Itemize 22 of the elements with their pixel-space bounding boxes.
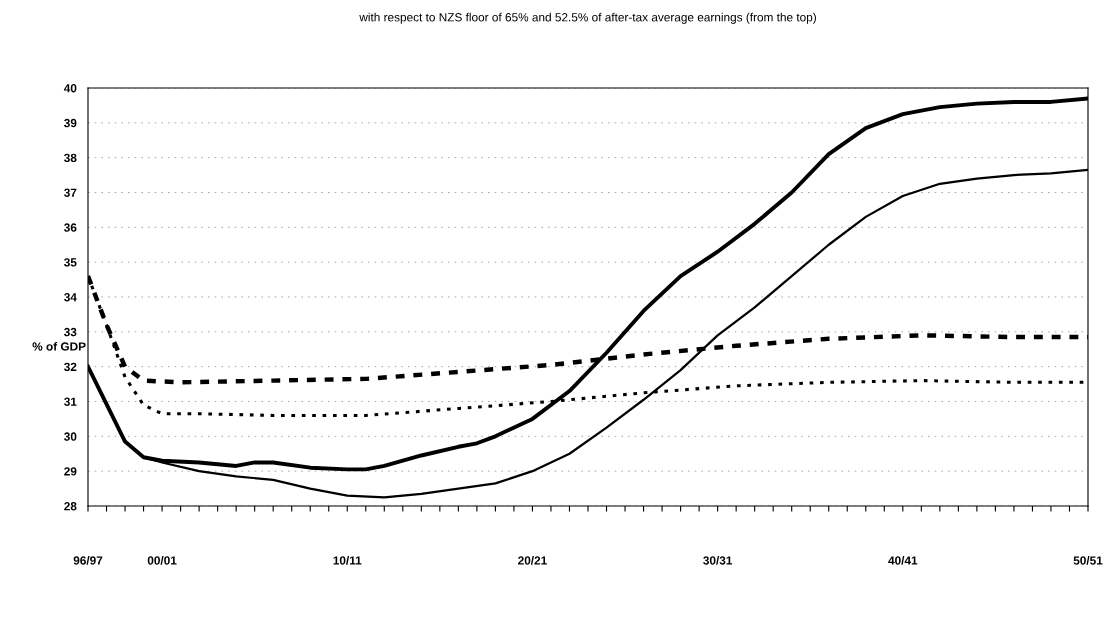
x-tick-label: 20/21 (518, 556, 547, 565)
x-tick-label: 30/31 (703, 556, 733, 565)
y-tick-label: 30 (64, 432, 77, 441)
x-tick-label: 10/11 (333, 556, 362, 565)
x-tick-label: 96/97 (73, 556, 103, 565)
y-tick-label: 33 (64, 327, 77, 337)
y-tick-label: 40 (63, 84, 77, 93)
y-tick-label: 29 (64, 467, 77, 476)
y-axis-title: % of GDP (32, 342, 86, 351)
x-tick-label: 00/01 (147, 556, 177, 565)
y-tick-label: 35 (64, 258, 77, 267)
x-tick-label: 40/41 (888, 556, 918, 565)
y-tick-label: 37 (64, 188, 77, 197)
y-tick-label: 34 (64, 293, 77, 302)
y-tick-label: 32 (64, 362, 77, 372)
y-tick-label: 36 (64, 223, 77, 232)
y-tick-label: 31 (64, 397, 77, 406)
chart-title: with respect to NZS floor of 65% and 52.5% of after-tax average earnings (from the top) (359, 12, 816, 24)
y-tick-label: 38 (64, 153, 77, 163)
y-tick-label: 39 (64, 118, 77, 128)
y-tick-label: 28 (64, 502, 77, 511)
x-tick-label: 50/51 (1073, 556, 1103, 565)
